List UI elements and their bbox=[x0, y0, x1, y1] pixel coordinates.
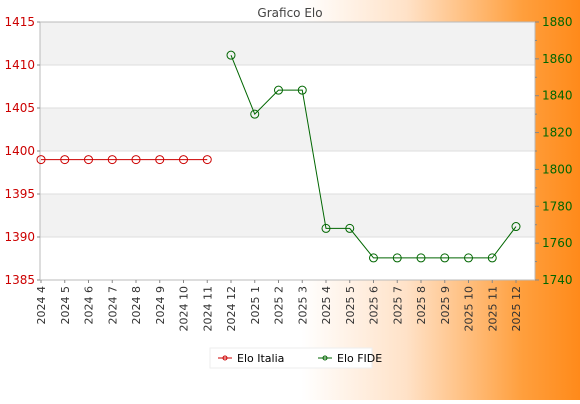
series-line-elo-fide bbox=[230, 54, 517, 259]
x-axis-label: 2024 10 bbox=[178, 286, 191, 332]
x-axis-label: 2024 9 bbox=[154, 286, 167, 325]
left-axis-label: 1415 bbox=[4, 15, 35, 29]
left-axis-label: 1390 bbox=[4, 230, 35, 244]
data-point-elo-italia bbox=[202, 155, 212, 165]
x-axis-label: 2024 7 bbox=[106, 286, 119, 325]
legend-box bbox=[209, 347, 373, 369]
data-point-elo-fide bbox=[511, 222, 521, 232]
right-axis-label: 1880 bbox=[542, 15, 573, 29]
x-axis-label: 2025 8 bbox=[415, 286, 428, 325]
x-axis-label: 2024 5 bbox=[59, 286, 72, 325]
x-axis-label: 2025 2 bbox=[273, 286, 286, 325]
x-axis-label: 2025 11 bbox=[486, 286, 499, 332]
x-axis-label: 2025 5 bbox=[344, 286, 357, 325]
data-point-elo-fide bbox=[440, 253, 450, 263]
x-axis-label: 2025 3 bbox=[296, 286, 309, 325]
right-axis-label: 1860 bbox=[542, 52, 573, 66]
data-point-elo-fide bbox=[464, 253, 473, 263]
x-axis-label: 2024 11 bbox=[201, 286, 214, 332]
x-axis-label: 2025 4 bbox=[320, 286, 333, 325]
x-axis-label: 2025 6 bbox=[368, 286, 381, 325]
right-axis-label: 1760 bbox=[542, 236, 573, 250]
x-axis-label: 2025 9 bbox=[439, 286, 452, 325]
x-axis-label: 2024 8 bbox=[130, 286, 143, 325]
data-point-elo-fide bbox=[321, 223, 331, 233]
legend-label: Elo FIDE bbox=[337, 352, 382, 365]
grid-band bbox=[40, 237, 535, 280]
legend-label: Elo Italia bbox=[237, 352, 284, 365]
data-point-elo-italia bbox=[84, 155, 93, 165]
legend-marker bbox=[322, 355, 328, 361]
data-point-elo-italia bbox=[179, 155, 188, 165]
data-point-elo-italia bbox=[36, 155, 46, 165]
x-axis-label: 2025 1 bbox=[249, 286, 262, 325]
left-axis-label: 1400 bbox=[4, 144, 35, 158]
grid-band bbox=[40, 65, 535, 108]
data-point-elo-fide bbox=[345, 223, 355, 233]
right-axis-label: 1820 bbox=[542, 126, 573, 140]
grid-band bbox=[40, 194, 535, 237]
data-point-elo-fide bbox=[274, 85, 283, 95]
data-point-elo-italia bbox=[131, 155, 141, 165]
left-axis-label: 1405 bbox=[4, 101, 35, 115]
x-axis-label: 2025 12 bbox=[510, 286, 523, 332]
legend: Elo Italia Elo FIDE bbox=[209, 347, 382, 369]
data-point-elo-fide bbox=[487, 253, 497, 263]
data-point-elo-italia bbox=[60, 155, 70, 165]
x-axis-label: 2024 12 bbox=[225, 286, 238, 332]
left-axis-label: 1385 bbox=[4, 273, 35, 287]
right-axis-label: 1840 bbox=[542, 89, 573, 103]
data-point-elo-fide bbox=[250, 109, 260, 119]
data-point-elo-italia bbox=[107, 155, 117, 165]
left-axis-label: 1410 bbox=[4, 58, 35, 72]
grid-band bbox=[40, 22, 535, 65]
data-point-elo-fide bbox=[369, 253, 378, 263]
right-axis-label: 1800 bbox=[542, 162, 573, 176]
data-point-elo-fide bbox=[416, 253, 426, 263]
right-axis-label: 1780 bbox=[542, 199, 573, 213]
x-axis-label: 2025 10 bbox=[463, 286, 476, 332]
data-point-elo-italia bbox=[155, 155, 165, 165]
grid-band bbox=[40, 151, 535, 194]
left-axis-label: 1395 bbox=[4, 187, 35, 201]
data-point-elo-fide bbox=[297, 85, 307, 95]
x-axis-label: 2024 4 bbox=[35, 286, 48, 325]
grid-band bbox=[40, 108, 535, 151]
x-axis-label: 2025 7 bbox=[391, 286, 404, 325]
chart-title: Grafico Elo bbox=[257, 6, 322, 20]
legend-marker bbox=[222, 355, 228, 361]
data-point-elo-fide bbox=[392, 253, 402, 263]
data-point-elo-fide bbox=[226, 50, 236, 60]
x-axis-label: 2024 6 bbox=[83, 286, 96, 325]
right-axis-label: 1740 bbox=[542, 273, 573, 287]
